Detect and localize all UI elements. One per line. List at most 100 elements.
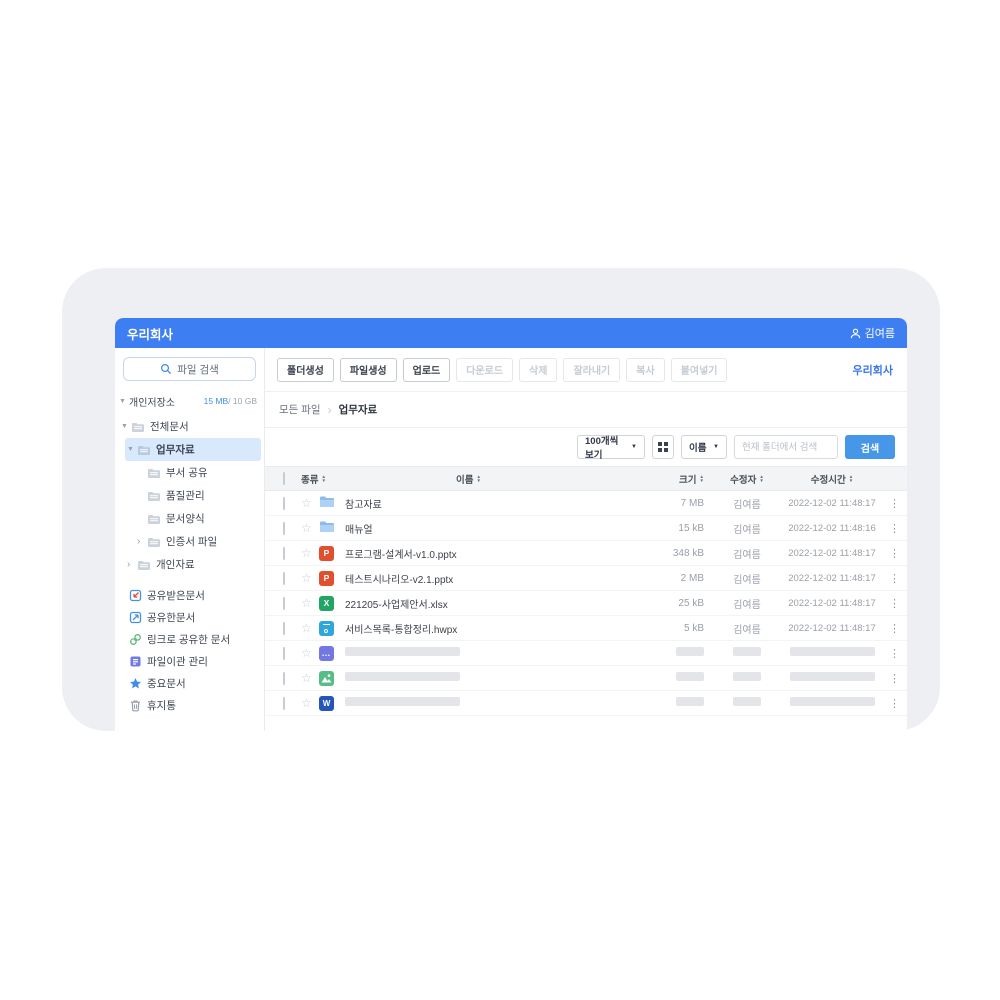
kebab-menu-icon[interactable]: ⋮ [889, 497, 900, 510]
file-size: 7 MB [680, 497, 704, 509]
kebab-menu-icon[interactable]: ⋮ [889, 697, 900, 710]
row-checkbox[interactable] [283, 696, 285, 710]
page-size-dropdown[interactable]: 100개씩 보기 ▼ [577, 435, 645, 461]
kebab-menu-icon[interactable]: ⋮ [889, 522, 900, 535]
loading-placeholder [733, 647, 761, 656]
loading-placeholder [733, 697, 761, 706]
file-name[interactable]: 테스트시나리오-v2.1.pptx [345, 574, 454, 586]
sort-value: 이름 [689, 443, 707, 454]
file-name[interactable]: 참고자료 [345, 499, 382, 511]
search-button[interactable]: 검색 [845, 435, 895, 459]
row-checkbox[interactable] [283, 671, 285, 685]
tree-item-work-docs[interactable]: ▼ 업무자료 [125, 438, 261, 461]
kebab-menu-icon[interactable]: ⋮ [889, 647, 900, 660]
sidebar-item-shared-received[interactable]: 공유받은문서 [115, 584, 264, 606]
row-checkbox[interactable] [283, 496, 285, 510]
star-icon[interactable]: ☆ [301, 520, 312, 535]
tree-item-all-documents[interactable]: ▼ 전체문서 [115, 415, 264, 438]
sort-dropdown[interactable]: 이름 ▼ [681, 435, 727, 459]
row-checkbox[interactable] [283, 521, 285, 535]
download-button[interactable]: 다운로드 [456, 357, 514, 382]
app-header: 우리회사 김여름 [115, 318, 907, 348]
table-row[interactable]: ☆ 서비스목록-통합정리.hwpx 5 kB 김여름 2022-12-02 11… [265, 616, 907, 641]
star-icon[interactable]: ☆ [301, 645, 312, 660]
sidebar-item-important[interactable]: 중요문서 [115, 672, 264, 694]
tree-item-quality[interactable]: 품질관리 [115, 484, 264, 507]
folder-search-input[interactable] [734, 435, 838, 459]
upload-button[interactable]: 업로드 [402, 357, 451, 382]
file-modified-time: 2022-12-02 11:48:17 [788, 547, 876, 559]
row-checkbox[interactable] [283, 621, 285, 635]
row-checkbox[interactable] [283, 546, 285, 560]
sidebar-item-link-shared[interactable]: 링크로 공유한 문서 [115, 628, 264, 650]
kebab-menu-icon[interactable]: ⋮ [889, 672, 900, 685]
storage-summary[interactable]: ▼ 개인저장소 15 MB / 10 GB [115, 391, 264, 411]
table-row[interactable]: ☆ P 프로그램-설계서-v1.0.pptx 348 kB 김여름 2022-1… [265, 541, 907, 566]
image-file-icon [319, 670, 334, 686]
file-modified-time: 2022-12-02 11:48:17 [788, 597, 876, 609]
star-icon[interactable]: ☆ [301, 620, 312, 635]
kebab-menu-icon[interactable]: ⋮ [889, 547, 900, 560]
star-icon[interactable]: ☆ [301, 670, 312, 685]
file-name[interactable]: 매뉴얼 [345, 524, 373, 536]
table-row[interactable]: ☆ X 221205-사업제안서.xlsx 25 kB 김여름 2022-12-… [265, 591, 907, 616]
file-name[interactable]: 221205-사업제안서.xlsx [345, 599, 448, 611]
sidebar-item-trash[interactable]: 휴지통 [115, 694, 264, 716]
create-folder-button[interactable]: 폴더생성 [277, 357, 334, 382]
select-all-checkbox[interactable] [283, 472, 285, 485]
file-name[interactable]: 프로그램-설계서-v1.0.pptx [345, 549, 457, 561]
column-header-size[interactable]: 크기 ▲ ▼ [679, 473, 704, 486]
sidebar-item-label: 중요문서 [147, 677, 186, 690]
paste-button[interactable]: 붙여넣기 [670, 357, 728, 382]
file-name[interactable]: 서비스목록-통합정리.hwpx [345, 624, 458, 636]
row-checkbox[interactable] [283, 646, 285, 660]
delete-button[interactable]: 삭제 [519, 357, 558, 382]
loading-placeholder [676, 647, 704, 656]
tree-item-label: 문서양식 [166, 513, 205, 525]
loading-placeholder [789, 672, 875, 681]
sidebar-item-shared-sent[interactable]: 공유한문서 [115, 606, 264, 628]
tree-item-dept-share[interactable]: 부서 공유 [115, 461, 264, 484]
sidebar-item-file-transfer[interactable]: 파일이관 관리 [115, 650, 264, 672]
file-modifier: 김여름 [733, 524, 761, 536]
tree-item-certificates[interactable]: › 인증서 파일 [115, 530, 264, 553]
file-size: 25 kB [678, 597, 704, 609]
row-checkbox[interactable] [283, 571, 285, 585]
table-row[interactable]: ☆ 참고자료 7 MB 김여름 2022-12-02 11:48:17 ⋮ [265, 491, 907, 516]
file-search-button[interactable]: 파일 검색 [123, 357, 256, 381]
breadcrumb-root[interactable]: 모든 파일 [279, 404, 321, 416]
kebab-menu-icon[interactable]: ⋮ [889, 597, 900, 610]
tree-item-label: 인증서 파일 [166, 536, 218, 548]
tree-item-personal[interactable]: › 개인자료 [115, 553, 264, 576]
column-header-modified[interactable]: 수정시간 ▲ ▼ [810, 473, 854, 486]
main-panel: 폴더생성 파일생성 업로드 다운로드 삭제 잘라내기 복사 붙여넣기 우리회사 … [265, 348, 907, 731]
kebab-menu-icon[interactable]: ⋮ [889, 622, 900, 635]
star-icon[interactable]: ☆ [301, 595, 312, 610]
user-menu[interactable]: 김여름 [850, 325, 895, 341]
row-checkbox[interactable] [283, 596, 285, 610]
sidebar-item-label: 파일이관 관리 [147, 655, 208, 668]
sort-icon: ▲ ▼ [699, 473, 704, 483]
table-row[interactable]: ☆ 매뉴얼 15 kB 김여름 2022-12-02 11:48:16 ⋮ [265, 516, 907, 541]
file-modifier: 김여름 [733, 549, 761, 561]
file-modified-time: 2022-12-02 11:48:16 [788, 522, 876, 534]
tree-item-doc-forms[interactable]: 문서양식 [115, 507, 264, 530]
company-link[interactable]: 우리회사 [852, 364, 893, 377]
file-modifier: 김여름 [733, 599, 761, 611]
grid-view-button[interactable] [652, 435, 674, 459]
cut-button[interactable]: 잘라내기 [563, 357, 621, 382]
column-header-type[interactable]: 종류 ▲ ▼ [301, 473, 326, 486]
kebab-menu-icon[interactable]: ⋮ [889, 572, 900, 585]
column-header-name[interactable]: 이름 ▲ ▼ [456, 473, 481, 486]
star-icon[interactable]: ☆ [301, 495, 312, 510]
table-row[interactable]: ☆ P 테스트시나리오-v2.1.pptx 2 MB 김여름 2022-12-0… [265, 566, 907, 591]
folder-icon [148, 491, 160, 501]
star-icon[interactable]: ☆ [301, 570, 312, 585]
create-file-button[interactable]: 파일생성 [339, 357, 397, 382]
copy-button[interactable]: 복사 [626, 357, 665, 382]
star-icon[interactable]: ☆ [301, 545, 312, 560]
trash-icon [128, 698, 142, 712]
star-icon[interactable]: ☆ [301, 695, 312, 710]
column-header-modifier[interactable]: 수정자 ▲ ▼ [730, 473, 764, 486]
